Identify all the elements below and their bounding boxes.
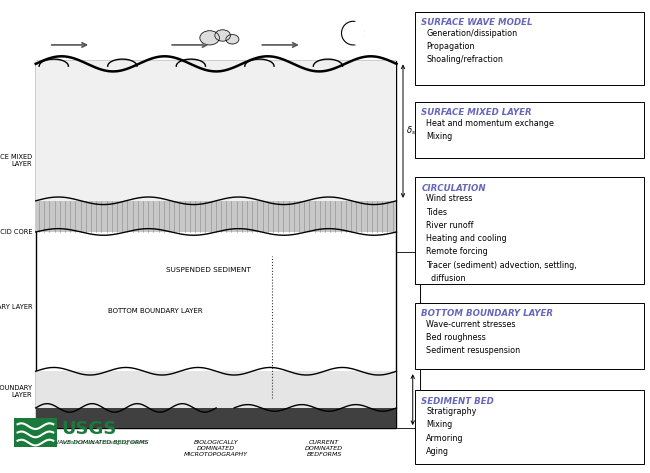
Text: SURFACE MIXED LAYER: SURFACE MIXED LAYER <box>421 108 532 117</box>
Text: Remote forcing: Remote forcing <box>426 247 488 256</box>
Text: Propagation: Propagation <box>426 42 475 51</box>
Text: Wave-current stresses: Wave-current stresses <box>426 320 516 329</box>
Text: INVISCID CORE: INVISCID CORE <box>0 229 32 235</box>
Text: SURFACE MIXED
LAYER: SURFACE MIXED LAYER <box>0 154 32 167</box>
Bar <box>36 201 396 232</box>
Text: Bed roughness: Bed roughness <box>426 333 486 342</box>
Text: Armoring: Armoring <box>426 434 464 443</box>
Text: SURFACE WAVE MODEL: SURFACE WAVE MODEL <box>421 18 533 27</box>
Text: science for a changing world: science for a changing world <box>62 440 146 445</box>
Text: BOTTOM BOUNDARY LAYER: BOTTOM BOUNDARY LAYER <box>0 304 32 310</box>
Text: CURRENT
DOMINATED
BEDFORMS: CURRENT DOMINATED BEDFORMS <box>306 440 343 457</box>
Bar <box>36 61 396 428</box>
Text: Heating and cooling: Heating and cooling <box>426 234 507 243</box>
Text: diffusion: diffusion <box>426 274 466 283</box>
Text: BIOLOGICALLY
DOMINATED
MICROTOPOGRAPHY: BIOLOGICALLY DOMINATED MICROTOPOGRAPHY <box>184 440 248 457</box>
Text: Tracer (sediment) advection, settling,: Tracer (sediment) advection, settling, <box>426 261 577 270</box>
Text: Wind stress: Wind stress <box>426 194 473 203</box>
Text: WAVE DOMINATED BEDFORMS: WAVE DOMINATED BEDFORMS <box>53 440 148 445</box>
Text: Sediment resuspension: Sediment resuspension <box>426 346 521 355</box>
Bar <box>415 12 644 85</box>
Bar <box>14 418 57 447</box>
Text: $\delta_{bw}$: $\delta_{bw}$ <box>414 394 428 405</box>
Text: USGS: USGS <box>62 420 117 438</box>
Text: $\sigma_t$: $\sigma_t$ <box>422 335 430 345</box>
Text: SEDIMENT BED: SEDIMENT BED <box>421 397 494 406</box>
Text: WAVE BOUNDARY
LAYER: WAVE BOUNDARY LAYER <box>0 385 32 398</box>
Bar <box>36 408 396 428</box>
Text: Shoaling/refraction: Shoaling/refraction <box>426 55 503 64</box>
Bar <box>415 303 644 369</box>
Bar <box>36 371 396 408</box>
Bar <box>415 102 644 158</box>
Circle shape <box>214 30 230 41</box>
Text: Mixing: Mixing <box>426 420 452 429</box>
Text: River runoff: River runoff <box>426 221 474 230</box>
Text: CIRCULATION: CIRCULATION <box>421 184 486 193</box>
Text: Generation/dissipation: Generation/dissipation <box>426 29 517 38</box>
Text: Stratigraphy: Stratigraphy <box>426 407 477 416</box>
Text: Tides: Tides <box>426 208 447 217</box>
Text: Mixing: Mixing <box>426 132 452 141</box>
Circle shape <box>200 31 219 45</box>
Text: BOTTOM BOUNDARY LAYER: BOTTOM BOUNDARY LAYER <box>108 308 203 314</box>
Text: Heat and momentum exchange: Heat and momentum exchange <box>426 119 554 128</box>
Bar <box>415 390 644 464</box>
Text: BOTTOM BOUNDARY LAYER: BOTTOM BOUNDARY LAYER <box>421 309 553 318</box>
Text: SUSPENDED SEDIMENT: SUSPENDED SEDIMENT <box>166 267 252 273</box>
Bar <box>415 177 644 284</box>
Bar <box>36 61 396 208</box>
Text: Aging: Aging <box>426 447 449 456</box>
Circle shape <box>226 35 239 44</box>
Text: $\delta_s$: $\delta_s$ <box>406 125 416 137</box>
